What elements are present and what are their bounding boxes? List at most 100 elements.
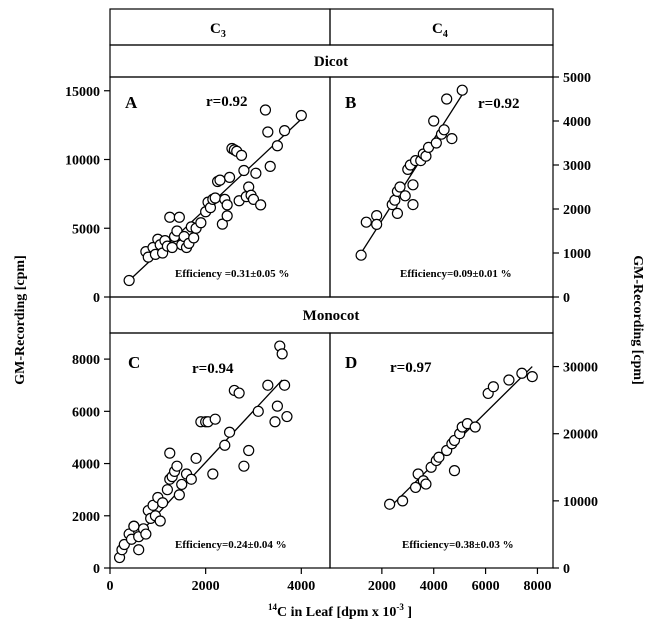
panel-A-point (259, 104, 272, 116)
panel-B-ytick-label: 5000 (563, 71, 591, 86)
header-c3-label: C3 (210, 21, 226, 40)
panel-A-point (235, 149, 248, 161)
y-axis-title-right: GM-Recording [cpm] (630, 255, 645, 384)
panel-C-point (176, 478, 188, 491)
panel-C-point (185, 473, 197, 485)
panel-C-point (252, 405, 264, 417)
panel-C-ytick-label: 2000 (72, 510, 100, 525)
panel-B-ytick-label: 3000 (563, 159, 591, 174)
panel-D-ytick-label: 10000 (563, 495, 598, 510)
panel-C-r-label: r=0.94 (192, 361, 234, 377)
panel-C-xtick-label: 0 (107, 579, 114, 594)
panel-D-point (526, 371, 538, 383)
panel-B-letter: B (345, 93, 356, 112)
panel-D-frame (329, 332, 554, 569)
panel-B-ytick-label: 2000 (563, 203, 591, 218)
panel-D-xtick-label: 6000 (472, 579, 500, 594)
panel-C-point (276, 348, 288, 360)
x-axis-title: 14C in Leaf [dpm x 10-3 ] (268, 602, 412, 620)
panel-A-efficiency-label: Efficiency =0.31±0.05 % (175, 268, 289, 280)
panel-C-point (171, 460, 183, 472)
panel-A-ytick-label: 5000 (72, 222, 100, 237)
panel-A-point (173, 211, 185, 223)
panel-A-ytick-label: 0 (93, 291, 100, 306)
panel-B-efficiency-label: Efficiency=0.09±0.01 % (400, 268, 512, 280)
panel-B-point (446, 133, 458, 145)
panel-A-point (214, 174, 226, 186)
panel-C-point (173, 489, 185, 501)
panel-B-point (355, 249, 367, 261)
panel-C-point (164, 447, 176, 459)
panel-D-point (503, 374, 515, 386)
panel-A-point (123, 274, 135, 287)
panel-C-ytick-label: 4000 (72, 458, 100, 473)
panel-B-point (407, 199, 419, 211)
panel-D-ytick-label: 30000 (563, 361, 598, 376)
row-label-dicot: Dicot (314, 54, 348, 70)
panel-A-point (221, 210, 233, 222)
panel-B-ytick-label: 0 (563, 291, 570, 306)
panel-B-ytick-label: 4000 (563, 115, 591, 130)
panel-A-letter: A (125, 93, 138, 112)
panel-B-ytick-label: 1000 (563, 247, 591, 262)
panel-D-letter: D (345, 353, 357, 372)
panel-D-point (487, 381, 499, 393)
panel-D-point (384, 498, 396, 510)
panel-C-point (128, 520, 140, 532)
panel-C-point (140, 528, 152, 540)
panel-C-point (157, 497, 169, 509)
panel-A-ytick-label: 15000 (65, 85, 100, 100)
panel-D-ytick-label: 20000 (563, 428, 598, 443)
panel-B-frame (329, 76, 554, 298)
panel-A-point (262, 126, 274, 138)
panel-A-point (250, 167, 262, 179)
panel-D-point (397, 495, 409, 507)
panel-D-ytick-label: 0 (563, 562, 570, 577)
panel-B-point (430, 137, 442, 149)
panel-D-point (409, 481, 422, 494)
panel-D-efficiency-label: Efficiency=0.38±0.03 % (402, 539, 514, 551)
panel-A-point (238, 164, 250, 177)
panel-A-frame (109, 76, 331, 298)
panel-B-point (394, 181, 406, 193)
panel-D-point (448, 465, 461, 477)
panel-B-point (391, 207, 404, 219)
panel-C-point (161, 484, 173, 496)
panel-C-ytick-label: 0 (93, 562, 100, 577)
panel-C-xtick-label: 4000 (287, 579, 315, 594)
panel-C-letter: C (128, 353, 140, 372)
panel-B-point (456, 84, 468, 96)
panel-C-point (238, 460, 250, 472)
panel-C-point (190, 452, 202, 464)
panel-A-point (221, 199, 233, 211)
panel-C-ytick-label: 6000 (72, 405, 100, 420)
panel-D-xtick-label: 4000 (420, 579, 448, 594)
panel-D-point (420, 478, 432, 490)
panel-C-point (269, 416, 281, 428)
panel-D-xtick-label: 2000 (368, 579, 396, 594)
panel-C-xtick-label: 2000 (192, 579, 220, 594)
panel-D-xtick-label: 8000 (523, 579, 551, 594)
panel-D-r-label: r=0.97 (390, 360, 432, 376)
panel-C-point (223, 426, 236, 438)
panel-B-point (399, 190, 411, 202)
panel-C-ytick-label: 8000 (72, 353, 100, 368)
row-label-monocot: Monocot (303, 308, 360, 324)
panel-A-point (164, 211, 176, 223)
panel-C-point (281, 410, 293, 423)
panel-B-point (441, 93, 453, 105)
panel-A-point (271, 140, 283, 152)
panel-D-point (516, 367, 528, 379)
panel-A-point (278, 125, 291, 137)
panel-C-point (243, 444, 255, 457)
panel-A-point (255, 199, 267, 211)
header-c4-label: C4 (432, 21, 448, 40)
panel-B-r-label: r=0.92 (478, 96, 519, 112)
panel-C-point (133, 544, 145, 556)
panel-A-point (223, 171, 236, 183)
panel-A-point (209, 192, 221, 204)
panel-C-point (233, 387, 245, 399)
panel-A-point (166, 241, 178, 254)
panel-D-point (469, 421, 481, 433)
